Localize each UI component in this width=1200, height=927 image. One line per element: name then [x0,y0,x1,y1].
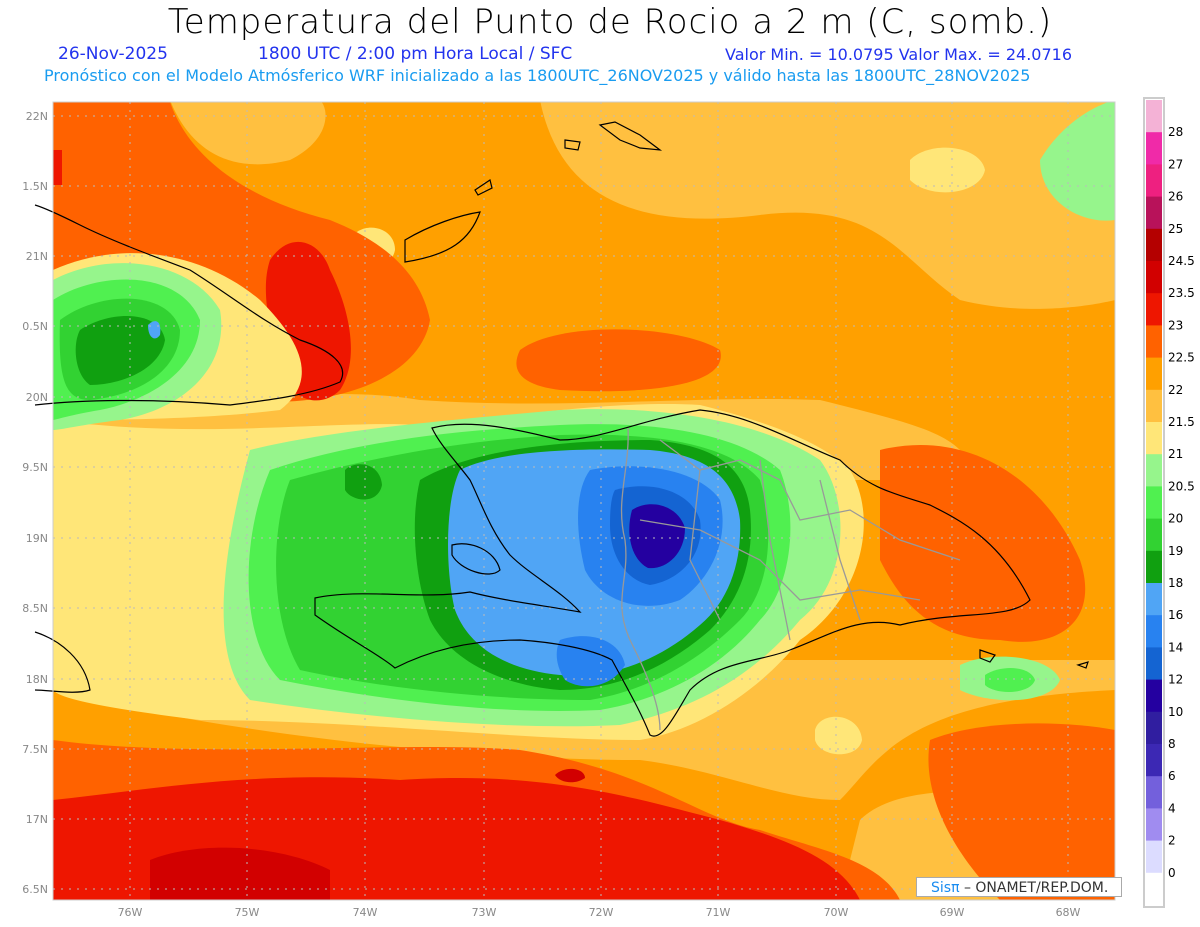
colorbar-label: 23.5 [1168,286,1195,300]
colorbar-swatch [1146,679,1162,713]
colorbar-swatch [1146,647,1162,681]
colorbar-swatch [1146,261,1162,294]
lon-label: 69W [940,906,965,919]
lat-label: 0.5N [22,320,48,333]
forecast-time: 1800 UTC / 2:00 pm Hora Local / SFC [258,44,573,64]
lon-label: 70W [824,906,849,919]
colorbar-label: 25 [1168,222,1183,236]
colorbar-swatch [1146,518,1162,552]
colorbar-label: 28 [1168,125,1183,139]
colorbar-swatch [1146,744,1162,777]
colorbar-swatch [1146,132,1162,165]
colorbar-label: 2 [1168,834,1176,848]
colorbar-label: 21 [1168,447,1183,461]
colorbar-label: 16 [1168,608,1183,622]
colorbar-label: 20.5 [1168,479,1195,493]
forecast-date: 26-Nov-2025 [58,44,168,64]
colorbar-frame [1143,97,1165,908]
colorbar-label: 4 [1168,801,1176,815]
map-title: Temperatura del Punto de Rocio a 2 m (C,… [167,2,1053,42]
colorbar-label: 23 [1168,318,1183,332]
colorbar-label: 8 [1168,737,1176,751]
lon-label: 68W [1056,906,1081,919]
colorbar-label: 26 [1168,190,1183,204]
colorbar-swatch [1146,711,1162,745]
colorbar-label: 14 [1168,640,1183,654]
colorbar-swatch [1146,486,1162,520]
colorbar-swatch [1146,422,1162,455]
colorbar-label: 24.5 [1168,254,1195,268]
colorbar-label: 18 [1168,576,1183,590]
credit-box: Sisπ – ONAMET/REP.DOM. [916,877,1122,897]
colorbar-swatch [1146,164,1162,198]
lon-label: 76W [118,906,143,919]
colorbar-label: 19 [1168,544,1183,558]
min-max-values: Valor Min. = 10.0795 Valor Max. = 24.071… [725,45,1073,64]
colorbar-label: 12 [1168,673,1183,687]
model-info: Pronóstico con el Modelo Atmósferico WRF… [44,66,1031,85]
lat-label: 22N [26,110,48,123]
colorbar-label: 22.5 [1168,351,1195,365]
colorbar: 2827262524.523.52322.52221.52120.5201918… [1143,97,1195,908]
colorbar-label: 20 [1168,512,1183,526]
colorbar-label: 21.5 [1168,415,1195,429]
colorbar-swatch [1146,583,1162,616]
colorbar-label: 6 [1168,769,1176,783]
colorbar-label: 22 [1168,383,1183,397]
colorbar-swatch [1146,808,1162,842]
colorbar-swatch [1146,454,1162,487]
lat-label: 20N [26,391,48,404]
colorbar-label: 10 [1168,705,1183,719]
lon-label: 73W [472,906,497,919]
map-frame [52,101,1116,901]
longitude-labels: 76W 75W 74W 73W 72W 71W 70W 69W 68W [118,906,1081,919]
lon-label: 75W [235,906,260,919]
colorbar-swatch [1146,100,1162,133]
colorbar-swatch [1146,325,1162,359]
provincial-borders [620,427,961,731]
shaded-field [53,102,1115,900]
lat-label: 7.5N [22,743,48,756]
lat-label: 19N [26,532,48,545]
colorbar-label: 27 [1168,157,1183,171]
lat-label: 6.5N [22,883,48,896]
lon-label: 72W [589,906,614,919]
colorbar-swatch [1146,357,1162,391]
graticule [53,102,1115,900]
colorbar-swatch [1146,196,1162,230]
latitude-labels: 22N 1.5N 21N 0.5N 20N 9.5N 19N 8.5N 18N … [22,110,48,896]
sispi-logo: Sisπ [931,880,960,896]
credit-text: – ONAMET/REP.DOM. [959,880,1109,896]
colorbar-swatch [1146,550,1162,584]
lat-label: 9.5N [22,461,48,474]
lon-label: 74W [353,906,378,919]
coastlines [34,121,1089,737]
colorbar-swatch [1146,293,1162,326]
lat-label: 18N [26,673,48,686]
colorbar-swatch [1146,615,1162,648]
colorbar-swatch [1146,840,1162,874]
lat-label: 21N [26,250,48,263]
colorbar-swatch [1146,872,1162,906]
colorbar-label: 0 [1168,866,1176,880]
lon-label: 71W [706,906,731,919]
lat-label: 8.5N [22,602,48,615]
colorbar-swatch [1146,228,1162,262]
lat-label: 17N [26,813,48,826]
colorbar-swatch [1146,389,1162,423]
lat-label: 1.5N [22,180,48,193]
colorbar-swatch [1146,776,1162,809]
